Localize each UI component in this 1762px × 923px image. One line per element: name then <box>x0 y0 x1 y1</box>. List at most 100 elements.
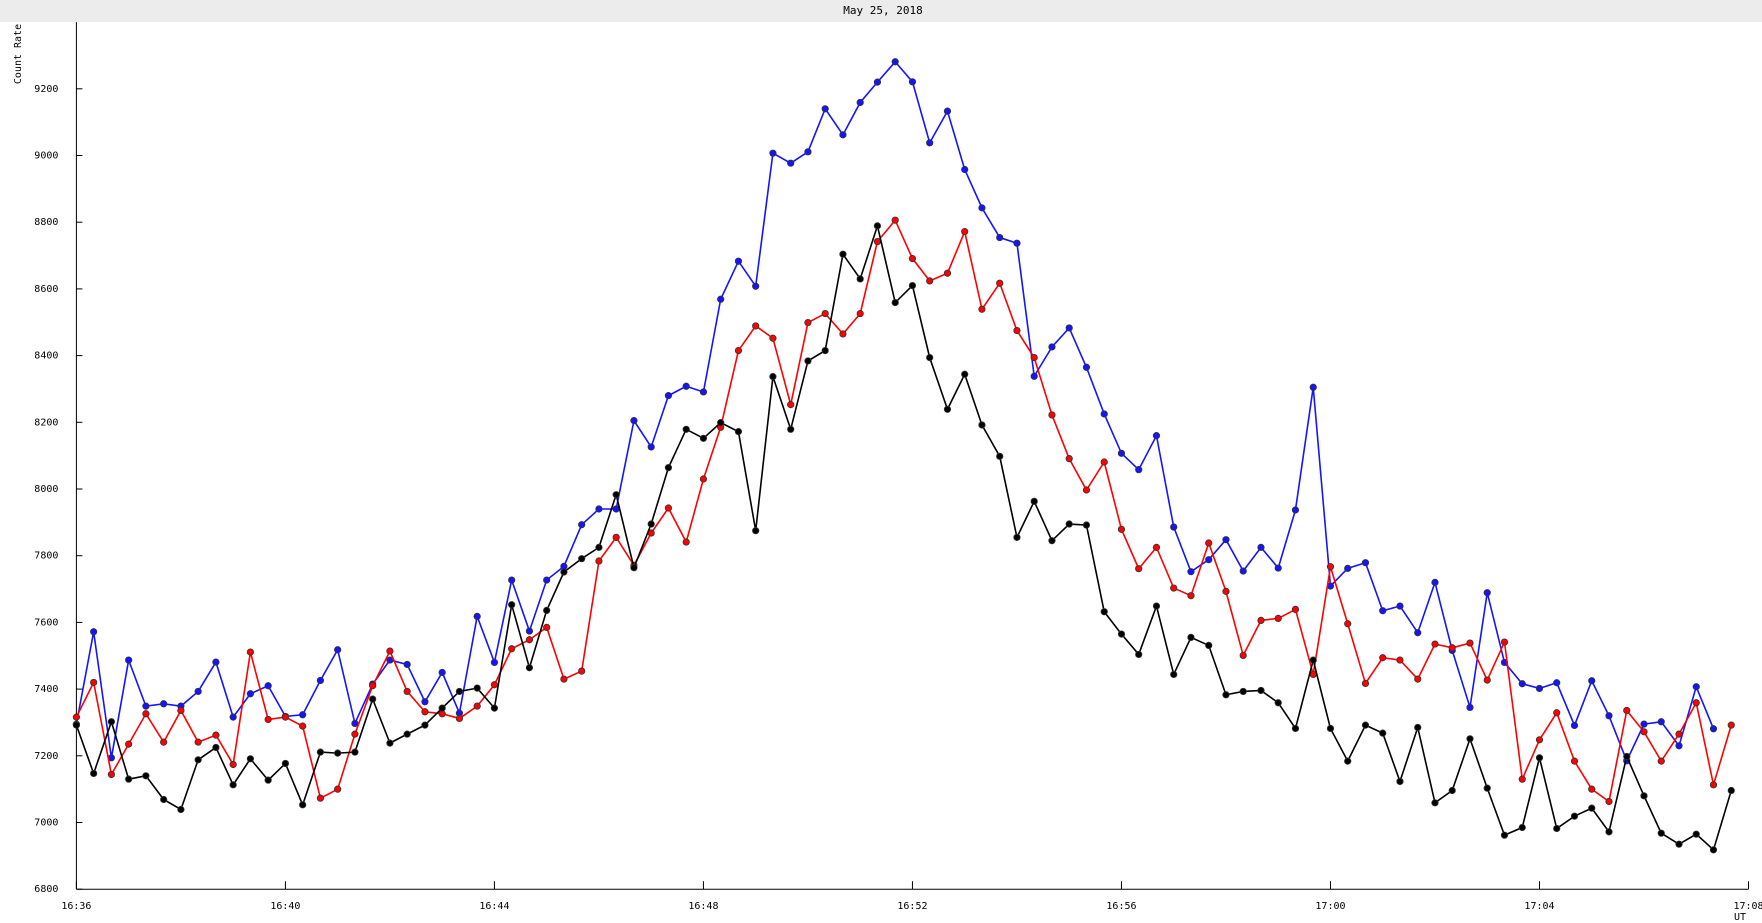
data-point <box>351 730 359 738</box>
data-point <box>473 684 481 692</box>
data-point <box>160 738 168 746</box>
data-point <box>1518 823 1526 832</box>
data-point <box>1675 840 1683 848</box>
x-tick-label: 16:36 <box>61 901 91 912</box>
data-point <box>177 706 185 715</box>
data-point <box>1013 239 1021 247</box>
y-tick-label: 7600 <box>34 617 58 628</box>
data-point <box>1239 651 1247 660</box>
data-point <box>455 714 464 723</box>
data-point <box>316 794 325 802</box>
data-point <box>72 713 81 721</box>
data-point <box>1205 641 1213 650</box>
data-point <box>1623 752 1631 761</box>
chart-title: May 25, 2018 <box>843 4 922 17</box>
data-point <box>1588 804 1596 812</box>
data-point <box>664 392 673 400</box>
data-point <box>752 527 760 535</box>
data-point <box>386 739 394 747</box>
data-point <box>543 606 551 614</box>
data-point <box>1414 723 1422 732</box>
data-point <box>926 139 934 147</box>
data-point <box>961 227 969 236</box>
data-point <box>1727 786 1735 795</box>
y-tick-label: 7800 <box>34 551 58 562</box>
x-tick-label: 16:48 <box>688 901 718 912</box>
y-tick-label: 7000 <box>34 818 58 829</box>
data-point <box>299 722 307 730</box>
data-point <box>1675 730 1683 738</box>
data-point <box>560 675 568 683</box>
data-point <box>1605 828 1613 836</box>
data-point <box>1553 709 1561 717</box>
y-tick-label: 7400 <box>34 684 58 695</box>
data-point <box>1187 592 1195 600</box>
data-point <box>1570 757 1579 765</box>
data-point <box>246 755 255 763</box>
data-point <box>1030 354 1038 362</box>
data-point <box>1709 846 1718 854</box>
data-point <box>996 279 1004 287</box>
data-point <box>1082 486 1091 494</box>
data-point <box>490 704 499 712</box>
x-tick-label: 16:56 <box>1106 901 1136 912</box>
data-point <box>978 421 986 429</box>
data-point <box>1170 584 1178 592</box>
data-point <box>996 233 1004 242</box>
data-point <box>996 452 1004 460</box>
data-point <box>769 373 777 381</box>
data-point <box>229 713 237 721</box>
data-point <box>1274 699 1282 707</box>
data-point <box>212 731 220 739</box>
data-point <box>160 700 168 708</box>
data-point <box>1431 578 1439 586</box>
data-point <box>142 710 150 718</box>
data-point <box>943 107 952 115</box>
data-point <box>769 334 777 342</box>
data-point <box>926 354 934 362</box>
data-point <box>1640 720 1648 728</box>
data-point <box>717 295 725 303</box>
data-point <box>752 322 760 330</box>
data-point <box>369 695 377 703</box>
x-tick-label: 16:44 <box>479 901 509 912</box>
data-point <box>821 346 829 355</box>
data-point <box>403 660 411 669</box>
data-point <box>1483 676 1491 684</box>
data-point <box>90 769 98 778</box>
data-point <box>125 740 133 748</box>
data-point <box>612 533 620 541</box>
data-point <box>1048 537 1056 545</box>
data-point <box>1100 410 1108 418</box>
data-point <box>490 681 499 689</box>
data-point <box>1553 679 1561 687</box>
data-point <box>1361 679 1370 688</box>
data-point <box>1170 523 1178 531</box>
data-point <box>891 216 899 224</box>
data-point <box>1117 630 1126 638</box>
data-point <box>1570 721 1579 730</box>
data-point <box>1727 721 1735 729</box>
data-point <box>1605 712 1613 720</box>
y-tick-label: 8400 <box>34 351 58 362</box>
data-point <box>926 277 934 285</box>
y-tick-label: 9200 <box>34 84 58 95</box>
data-point <box>1187 633 1195 642</box>
data-point <box>508 601 516 609</box>
data-point <box>1187 568 1195 576</box>
data-point <box>1692 699 1700 707</box>
data-point <box>1013 326 1021 335</box>
data-point <box>1640 792 1648 800</box>
data-point <box>821 105 829 113</box>
data-point <box>734 257 743 265</box>
data-point <box>612 491 620 499</box>
data-point <box>1483 784 1491 792</box>
data-point <box>908 78 917 86</box>
data-point <box>821 309 829 318</box>
data-point <box>1379 654 1387 662</box>
data-point <box>1379 729 1387 737</box>
data-point <box>856 309 864 318</box>
data-point <box>578 521 586 529</box>
data-point <box>1222 536 1230 544</box>
data-point <box>1396 656 1404 664</box>
